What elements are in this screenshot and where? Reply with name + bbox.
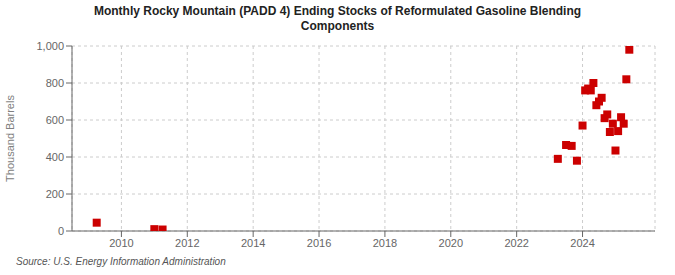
- svg-text:2022: 2022: [504, 237, 528, 249]
- svg-text:0: 0: [58, 225, 64, 237]
- svg-text:1,000: 1,000: [36, 40, 64, 52]
- svg-text:800: 800: [46, 77, 64, 89]
- html-text:Source: U.S. Energy Informatio: Source: U.S. Energy Information Administ…: [16, 256, 226, 267]
- svg-text:2010: 2010: [109, 237, 133, 249]
- svg-text:600: 600: [46, 114, 64, 126]
- svg-text:2012: 2012: [175, 237, 199, 249]
- svg-text:200: 200: [46, 188, 64, 200]
- svg-text:2014: 2014: [241, 237, 265, 249]
- html-text:Monthly Rocky Mountain (PADD 4: Monthly Rocky Mountain (PADD 4) Ending S…: [93, 4, 582, 18]
- svg-text:2024: 2024: [570, 237, 594, 249]
- svg-text:2016: 2016: [307, 237, 331, 249]
- html-text:Components: Components: [300, 19, 375, 33]
- svg-text:2018: 2018: [373, 237, 397, 249]
- svg-text:Thousand Barrels: Thousand Barrels: [8, 95, 16, 182]
- svg-text:400: 400: [46, 151, 64, 163]
- svg-text:2020: 2020: [439, 237, 463, 249]
